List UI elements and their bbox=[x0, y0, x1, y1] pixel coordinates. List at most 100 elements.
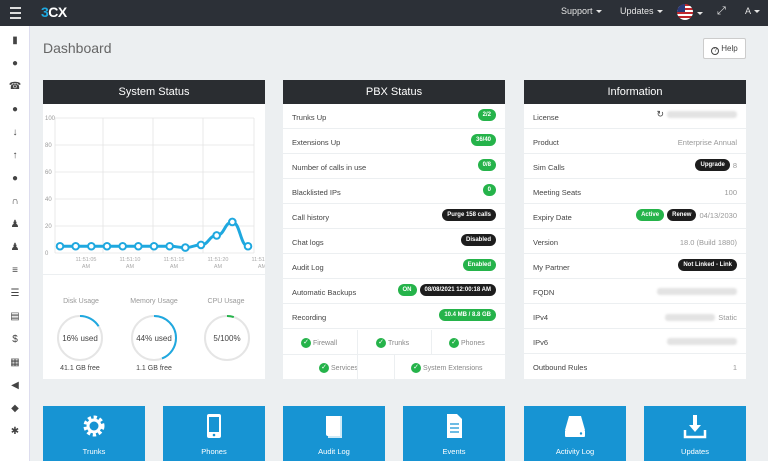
x-tick-label: AM bbox=[82, 264, 91, 270]
chevron-down-icon[interactable] bbox=[697, 12, 703, 15]
chat-icon[interactable]: ● bbox=[11, 173, 19, 184]
user-icon[interactable]: ● bbox=[11, 58, 19, 69]
y-tick-label: 40 bbox=[45, 197, 52, 203]
gear-icon[interactable]: ✱ bbox=[10, 426, 20, 437]
y-tick-label: 20 bbox=[45, 224, 52, 230]
system-status-chart: 10080604020011:51:05AM11:51:10AM11:51:15… bbox=[45, 116, 265, 270]
y-tick-label: 100 bbox=[45, 116, 56, 122]
disk-usage-label: Disk Usage bbox=[63, 298, 99, 305]
tile-trunks[interactable]: Trunks bbox=[43, 406, 145, 461]
users-icon[interactable]: ♟ bbox=[10, 242, 20, 253]
top-bar: 3CX Support Updates ⤢ A bbox=[0, 0, 768, 26]
memory-usage-label: Memory Usage bbox=[130, 298, 178, 305]
support-menu[interactable]: Support bbox=[561, 6, 602, 16]
status-badge[interactable]: Disabled bbox=[460, 234, 496, 246]
disk-gauge bbox=[57, 315, 103, 361]
sidebar: ▮ ● ☎ ● ↓ ↑ ● ∩ ♟ ♟ ≡ ☰ ▤ $ ▦ ◀ ◆ ✱ bbox=[0, 26, 30, 461]
data-point bbox=[228, 217, 237, 227]
volume-icon[interactable]: ◀ bbox=[11, 380, 19, 391]
service-phones[interactable]: ✓ Phones bbox=[449, 338, 485, 348]
headset-icon[interactable]: ∩ bbox=[11, 196, 19, 207]
pbx-row-call-history: Call history Purge 158 calls bbox=[283, 204, 505, 229]
x-tick-label: AM bbox=[126, 264, 135, 270]
status-badge[interactable]: ON bbox=[397, 284, 417, 296]
phone-icon[interactable]: ☎ bbox=[8, 81, 22, 92]
table-icon[interactable]: ▦ bbox=[10, 357, 20, 368]
data-point bbox=[149, 241, 159, 251]
info-row-fqdn: FQDN bbox=[524, 279, 746, 304]
upload-icon[interactable]: ↑ bbox=[12, 150, 18, 161]
purge-calls-button[interactable]: Purge 158 calls bbox=[442, 209, 496, 221]
service-firewall[interactable]: ✓ Firewall bbox=[301, 338, 337, 348]
x-tick-label: 11:51:20 bbox=[207, 257, 228, 263]
memory-gauge bbox=[131, 315, 177, 361]
y-tick-label: 60 bbox=[45, 170, 52, 176]
status-badge[interactable]: 36/40 bbox=[470, 134, 496, 146]
language-flag-icon[interactable] bbox=[677, 4, 693, 20]
status-badge[interactable]: 0/8 bbox=[477, 159, 496, 171]
download-icon[interactable]: ↓ bbox=[12, 127, 18, 138]
panel-title: System Status bbox=[43, 80, 265, 104]
tile-updates[interactable]: Updates bbox=[644, 406, 746, 461]
data-point bbox=[165, 241, 174, 251]
license-key bbox=[667, 111, 737, 118]
tile-events[interactable]: Events bbox=[403, 406, 505, 461]
status-badge[interactable]: Enabled bbox=[462, 259, 496, 271]
x-tick-label: AM bbox=[170, 264, 179, 270]
service-services[interactable]: ✓ Services bbox=[319, 363, 358, 373]
services-row: ✓ Services ✓ System Extensions bbox=[283, 355, 505, 380]
memory-usage-value: 44% used bbox=[136, 334, 172, 343]
pbx-row-chat-logs: Chat logs Disabled bbox=[283, 229, 505, 254]
upgrade-button[interactable]: Upgrade bbox=[695, 159, 730, 171]
info-row-meeting-seats: Meeting Seats 100 bbox=[524, 179, 746, 204]
data-point bbox=[196, 240, 206, 250]
database-icon[interactable]: ≡ bbox=[12, 265, 18, 276]
info-row-sim-calls: Sim Calls Upgrade 8 bbox=[524, 154, 746, 179]
dollar-icon[interactable]: $ bbox=[12, 334, 18, 345]
menu-icon[interactable] bbox=[10, 7, 21, 19]
tile-audit-log[interactable]: Audit Log bbox=[283, 406, 385, 461]
file-icon bbox=[447, 414, 462, 438]
y-tick-label: 80 bbox=[45, 143, 52, 149]
user-menu[interactable]: A bbox=[745, 6, 760, 16]
page-title: Dashboard bbox=[43, 40, 112, 56]
help-icon: ? bbox=[711, 47, 720, 55]
info-row-ipv6: IPv6 bbox=[524, 329, 746, 354]
data-point bbox=[212, 231, 221, 240]
status-badge[interactable]: 0 bbox=[482, 184, 496, 196]
status-badge[interactable]: 10.4 MB / 8.8 GB bbox=[439, 309, 496, 321]
tile-activity-log[interactable]: Activity Log bbox=[524, 406, 626, 461]
backup-date-badge[interactable]: 08/08/2021 12:00:18 AM bbox=[419, 284, 496, 296]
group-icon[interactable]: ♟ bbox=[10, 219, 20, 230]
cpu-gauge bbox=[204, 315, 250, 361]
system-status-panel: System Status 100 80 60 40 20 0 11:51:05 AM 11:5… bbox=[43, 80, 265, 379]
tile-phones[interactable]: Phones bbox=[163, 406, 265, 461]
service-trunks[interactable]: ✓ Trunks bbox=[376, 338, 409, 348]
status-badge[interactable]: 2/2 bbox=[477, 109, 496, 121]
x-tick-label: AM bbox=[214, 264, 223, 270]
pbx-status-panel: PBX Status Trunks Up 2/2 Extensions Up 36/… bbox=[283, 80, 505, 379]
data-point bbox=[87, 241, 96, 251]
pbx-row-backups: Automatic Backups ON 08/08/2021 12:00:18 A… bbox=[283, 279, 505, 304]
fullscreen-icon[interactable]: ⤢ bbox=[717, 5, 726, 17]
info-row-expiry: Expiry Date Active Renew 04/13/2030 bbox=[524, 204, 746, 229]
logo[interactable]: 3CX bbox=[41, 4, 67, 20]
refresh-icon[interactable]: ↻ bbox=[656, 109, 664, 119]
check-icon: ✓ bbox=[411, 363, 421, 373]
information-panel: Information License ↻ Product Enterprise A… bbox=[524, 80, 746, 379]
link-partner-button[interactable]: Not Linked - Link bbox=[678, 259, 737, 271]
help-button[interactable]: ? Help bbox=[703, 38, 746, 59]
gear-icon bbox=[83, 415, 105, 437]
globe-icon[interactable]: ● bbox=[11, 104, 19, 115]
x-tick-label: 11:51:15 bbox=[163, 257, 184, 263]
list-icon[interactable]: ☰ bbox=[10, 288, 20, 299]
service-system-extensions[interactable]: ✓ System Extensions bbox=[411, 363, 483, 373]
dashboard-icon[interactable]: ▮ bbox=[12, 35, 18, 46]
updates-menu[interactable]: Updates bbox=[620, 6, 663, 16]
data-point bbox=[71, 241, 80, 251]
renew-button[interactable]: Renew bbox=[667, 209, 697, 221]
document-icon[interactable]: ▤ bbox=[10, 311, 20, 322]
shield-icon[interactable]: ◆ bbox=[11, 403, 19, 414]
pbx-row-trunks: Trunks Up 2/2 bbox=[283, 104, 505, 129]
x-tick-label: 11:51:10 bbox=[119, 257, 140, 263]
